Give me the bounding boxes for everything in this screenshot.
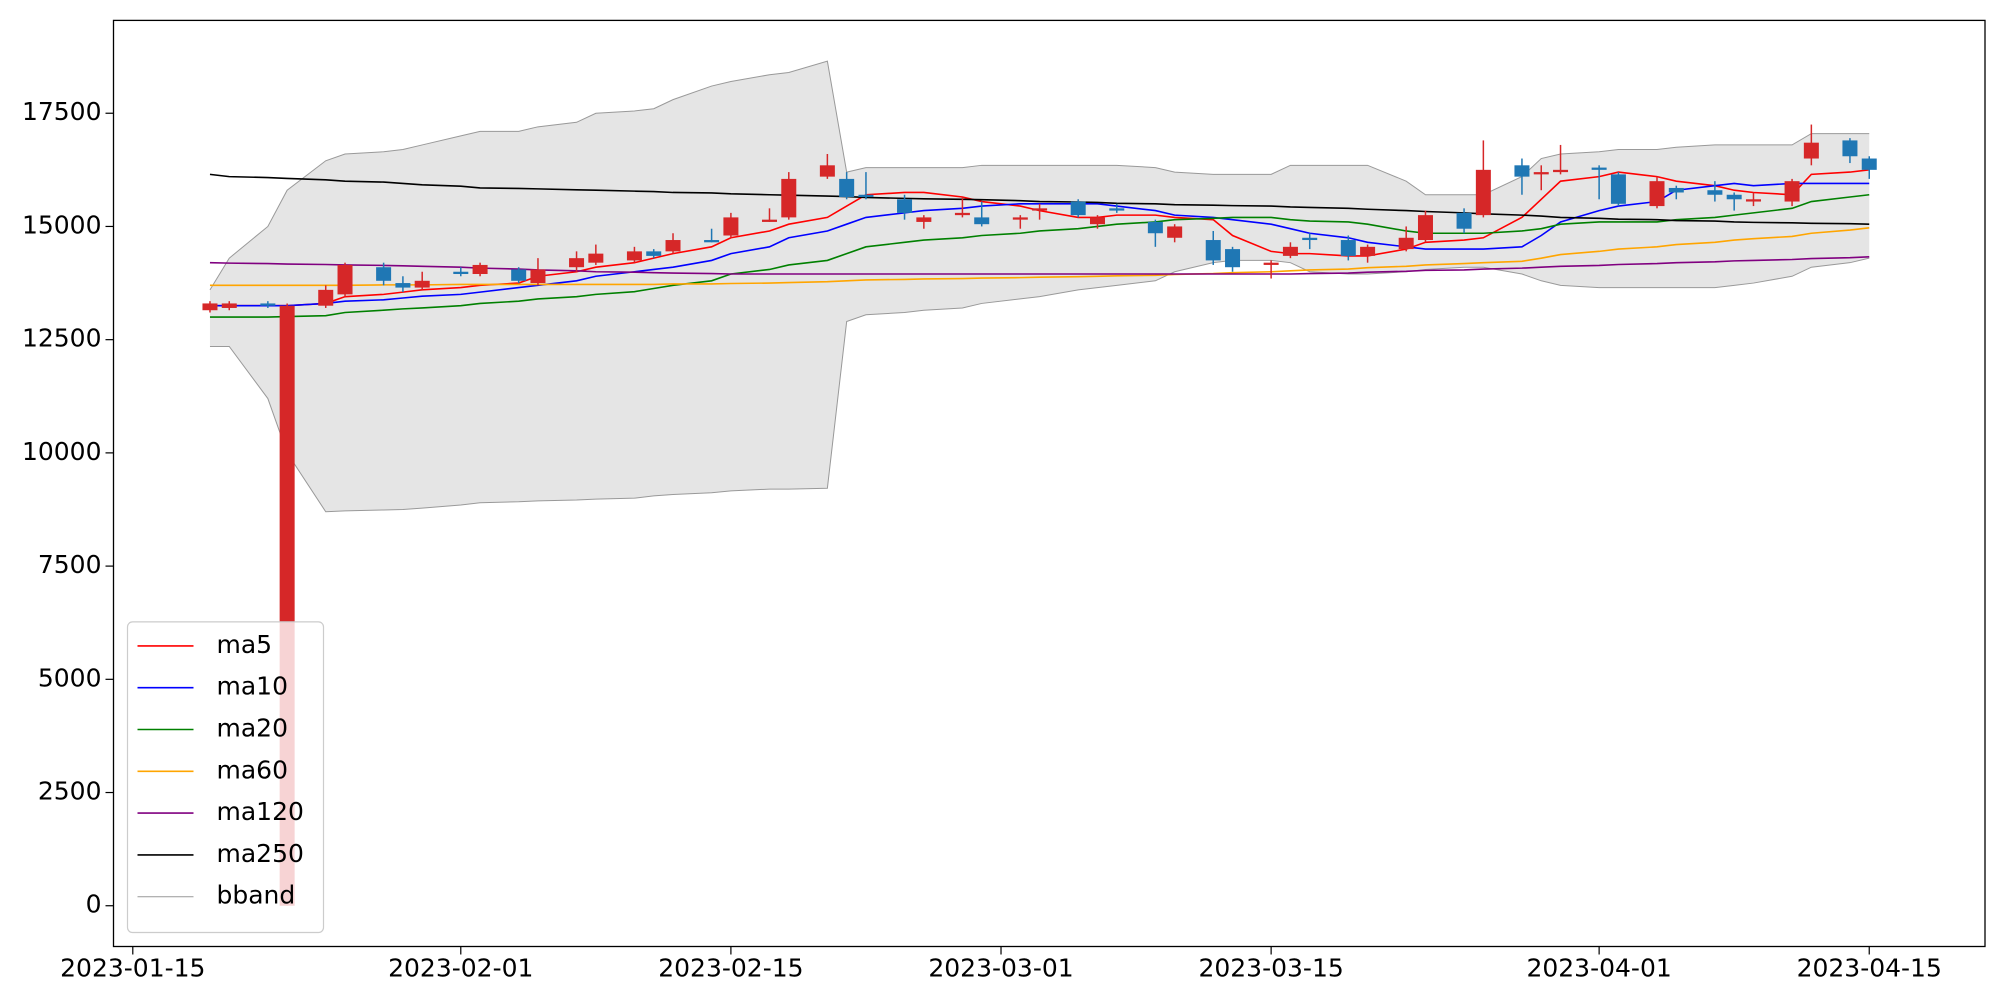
- candle-body: [337, 264, 353, 295]
- candle-body: [1861, 158, 1877, 170]
- bband-upper: [209, 60, 1870, 291]
- candle-body: [472, 264, 488, 275]
- candle-body: [1089, 217, 1105, 225]
- candle-body: [1147, 221, 1163, 234]
- candle-body: [781, 178, 797, 218]
- candle-body: [1610, 174, 1626, 204]
- candle-body: [588, 253, 604, 263]
- candle-body: [626, 251, 642, 261]
- legend-label: ma20: [217, 714, 288, 743]
- candle-body: [530, 269, 546, 284]
- candle-body: [395, 283, 411, 288]
- candle-body: [1726, 194, 1742, 200]
- candle-body: [1456, 212, 1472, 229]
- candle-body: [1475, 169, 1491, 216]
- y-tick-label: 12500: [22, 324, 102, 353]
- candle-body: [1263, 262, 1279, 265]
- candle-body: [897, 199, 913, 213]
- candle-body: [1225, 249, 1241, 268]
- candle-body: [954, 212, 970, 216]
- candle-body: [839, 178, 855, 198]
- y-tick-label: 7500: [38, 550, 102, 579]
- candle-body: [1070, 201, 1086, 216]
- candle-body: [1745, 199, 1761, 202]
- ma-line: [209, 173, 1870, 225]
- axes-frame: [112, 19, 1986, 948]
- candle-body: [318, 289, 334, 306]
- candle-body: [1803, 142, 1819, 159]
- y-tick-label: 5000: [38, 663, 102, 692]
- candle-body: [260, 303, 276, 306]
- y-tick-label: 2500: [38, 777, 102, 806]
- y-tick-label: 15000: [22, 210, 102, 239]
- candle-body: [1032, 208, 1048, 211]
- legend-label: bband: [217, 881, 296, 910]
- candle-body: [511, 269, 527, 281]
- candle-body: [1417, 215, 1433, 241]
- bband-area: [209, 61, 1870, 512]
- candle-body: [1707, 190, 1723, 195]
- candle-body: [704, 240, 720, 243]
- candle-body: [761, 219, 777, 222]
- legend-label: ma250: [217, 839, 304, 868]
- x-tick-label: 2023-02-15: [658, 954, 803, 983]
- bband-lower: [209, 257, 1870, 513]
- candle-body: [723, 217, 739, 236]
- candle-body: [1668, 187, 1684, 193]
- ma-line: [209, 227, 1870, 287]
- legend-label: ma5: [217, 630, 273, 659]
- legend-label: ma120: [217, 797, 304, 826]
- candle-body: [1398, 237, 1414, 250]
- candle-body: [1282, 246, 1298, 256]
- candle-body: [1205, 240, 1221, 261]
- x-tick-label: 2023-03-01: [928, 954, 1073, 983]
- legend: ma5 ma10 ma20 ma60 ma120 ma250 bband: [126, 621, 325, 934]
- candle-body: [1533, 172, 1549, 175]
- x-tick-label: 2023-04-15: [1797, 954, 1942, 983]
- candle-body: [569, 258, 585, 268]
- candle-body: [376, 267, 392, 281]
- candle-body: [1340, 240, 1356, 256]
- candle-body: [665, 240, 681, 252]
- x-tick-label: 2023-01-15: [60, 954, 205, 983]
- candle-body: [974, 217, 990, 225]
- y-tick-label: 10000: [22, 437, 102, 466]
- candle-body: [1784, 181, 1800, 202]
- candle-body: [1591, 167, 1607, 170]
- candle-body: [1649, 181, 1665, 207]
- ma-line: [209, 193, 1870, 318]
- candle-body: [819, 165, 835, 177]
- candle-body: [221, 303, 237, 308]
- candle-body: [858, 194, 874, 198]
- x-tick-label: 2023-03-15: [1198, 954, 1343, 983]
- candle-body: [1553, 169, 1569, 173]
- candle-body: [414, 280, 430, 288]
- y-tick-label: 17500: [22, 97, 102, 126]
- candle-body: [453, 271, 469, 275]
- candle-body: [1514, 165, 1530, 177]
- candle-body: [1302, 237, 1318, 241]
- plot-area: [202, 60, 1877, 906]
- candle-body: [1167, 226, 1183, 238]
- candle-body: [202, 303, 218, 311]
- candle-body: [1109, 208, 1125, 211]
- y-tick-label: 0: [86, 890, 102, 919]
- legend-label: ma10: [217, 672, 288, 701]
- x-tick-label: 2023-02-01: [388, 954, 533, 983]
- candle-body: [1360, 246, 1376, 256]
- candle-body: [916, 217, 932, 222]
- legend-label: ma60: [217, 755, 288, 784]
- candle-body: [1842, 140, 1858, 157]
- candle-body: [646, 251, 662, 256]
- x-tick-label: 2023-04-01: [1526, 954, 1671, 983]
- candle-body: [1012, 217, 1028, 220]
